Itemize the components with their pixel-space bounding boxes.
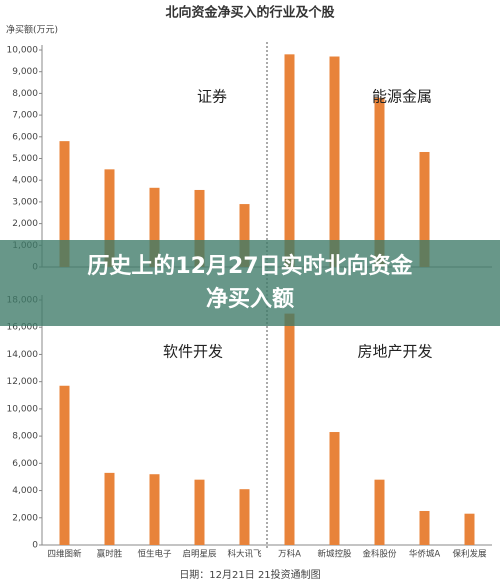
y-tick-label: 2,000 xyxy=(12,513,38,523)
banner: 历史上的12月27日实时北向资金 净买入额 xyxy=(0,240,500,326)
banner-line: 净买入额 xyxy=(205,287,294,312)
y-tick-label: 10,000 xyxy=(7,404,39,414)
y-tick-label: 0 xyxy=(32,541,38,551)
x-tick-label: 保利发展 xyxy=(452,549,487,560)
y-tick-label: 4,000 xyxy=(12,486,38,496)
bar xyxy=(419,510,430,545)
x-tick-label: 恒生电子 xyxy=(137,549,172,560)
bar xyxy=(149,187,160,267)
y-tick-label: 5,000 xyxy=(12,154,38,164)
bar xyxy=(239,204,250,267)
y-tick-label: 6,000 xyxy=(12,459,38,469)
y-tick-label: 10,000 xyxy=(7,46,39,56)
x-tick-label: 万科A xyxy=(278,549,301,560)
y-tick-label: 4,000 xyxy=(12,176,38,186)
y-tick-label: 3,000 xyxy=(12,197,38,207)
bar xyxy=(149,474,160,545)
bar xyxy=(104,472,115,545)
bar xyxy=(464,513,475,545)
y-tick-label: 14,000 xyxy=(7,350,39,360)
x-tick-label: 华侨城A xyxy=(409,549,441,560)
banner-line: 历史上的12月27日实时北向资金 xyxy=(87,254,413,279)
x-tick-label: 四维图新 xyxy=(47,549,82,560)
bar xyxy=(374,479,385,545)
bar xyxy=(284,54,295,268)
y-tick-label: 12,000 xyxy=(7,377,39,387)
x-axis-label: 日期：12月21日 21投资通制图 xyxy=(179,568,320,581)
bar xyxy=(59,385,70,545)
bar xyxy=(329,56,340,268)
bar xyxy=(284,313,295,545)
y-axis-label: 净买额(万元) xyxy=(6,24,58,36)
bar xyxy=(104,169,115,267)
x-tick-label: 金科股份 xyxy=(362,549,397,560)
y-tick-label: 8,000 xyxy=(12,89,38,99)
bar xyxy=(59,141,70,267)
x-tick-label: 科大讯飞 xyxy=(227,549,262,560)
group-label: 房地产开发 xyxy=(357,343,432,361)
bar xyxy=(329,432,340,545)
bar xyxy=(239,489,250,545)
y-tick-label: 7,000 xyxy=(12,111,38,121)
group-label: 证券 xyxy=(197,88,227,106)
y-tick-label: 8,000 xyxy=(12,432,38,442)
bar xyxy=(194,189,205,267)
group-label: 能源金属 xyxy=(372,88,432,106)
x-tick-label: 启明星辰 xyxy=(182,549,217,560)
bar xyxy=(194,479,205,545)
x-tick-label: 赢时胜 xyxy=(97,549,123,560)
y-tick-label: 6,000 xyxy=(12,132,38,142)
bar xyxy=(374,97,385,268)
group-label: 软件开发 xyxy=(163,343,223,361)
y-tick-label: 9,000 xyxy=(12,67,38,77)
y-tick-label: 16,000 xyxy=(7,323,39,333)
x-tick-label: 新城控股 xyxy=(317,549,352,560)
bar xyxy=(419,151,430,267)
chart-title: 北向资金净买入的行业及个股 xyxy=(165,5,334,21)
y-tick-label: 2,000 xyxy=(12,219,38,229)
